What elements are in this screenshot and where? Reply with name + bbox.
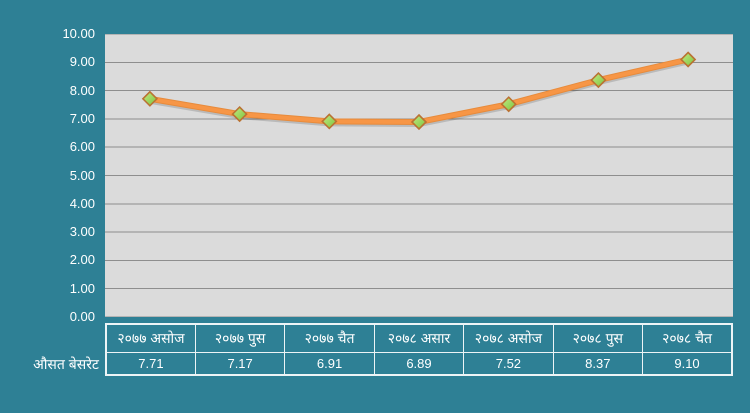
y-axis-tick-label: 2.00 <box>69 252 95 268</box>
plot-area <box>105 34 733 317</box>
table-value-cell: 7.17 <box>194 352 286 376</box>
table-header-cell: २०७८ असोज <box>463 323 554 353</box>
y-axis-tick-label: 9.00 <box>69 54 95 70</box>
table-header-row: २०७७ असोज २०७७ पुस २०७७ चैत २०७८ असार २०७८ अ… <box>105 323 733 353</box>
table-header-cell: २०७८ चैत <box>642 323 733 353</box>
y-axis-tick-label: 5.00 <box>69 167 95 183</box>
y-axis: 0.00 1.00 2.00 3.00 4.00 5.00 6.00 7.00 8.00 9.00… <box>0 0 100 340</box>
data-table-zone: २०७७ असोज २०७७ पुस २०७७ चैत २०७८ असार २०७८ अ… <box>105 323 733 376</box>
table-value-cell: 8.37 <box>552 352 644 376</box>
y-axis-tick-label: 4.00 <box>69 195 95 211</box>
y-axis-tick-label: 3.00 <box>69 224 95 240</box>
y-axis-tick-label: 0.00 <box>69 309 95 324</box>
table-header-cell: २०७७ चैत <box>284 323 375 353</box>
y-axis-tick-label: 10.00 <box>62 26 95 41</box>
data-table: २०७७ असोज २०७७ पुस २०७७ चैत २०७८ असार २०७८ अ… <box>105 323 733 376</box>
line-chart-svg <box>105 34 733 317</box>
table-value-cell: 6.89 <box>373 352 465 376</box>
data-point-marker <box>590 71 607 89</box>
y-axis-tick-label: 1.00 <box>69 280 95 296</box>
y-axis-tick-label: 6.00 <box>69 139 95 155</box>
data-point-marker <box>321 113 338 130</box>
table-value-cell: 6.91 <box>284 352 375 376</box>
y-axis-tick-label: 7.00 <box>69 110 95 126</box>
table-value-cell: 9.10 <box>642 352 733 376</box>
data-point-marker <box>679 51 697 68</box>
table-header-cell: २०७७ पुस <box>194 323 286 353</box>
series-row-label: औसत बेसरेट <box>33 356 99 372</box>
table-value-row: 7.71 7.17 6.91 6.89 7.52 8.37 9.10 <box>105 352 733 376</box>
data-point-marker <box>500 96 517 113</box>
table-value-cell: 7.71 <box>105 352 196 376</box>
table-header-cell: २०७८ पुस <box>552 323 644 353</box>
table-header-cell: २०७८ असार <box>373 323 465 353</box>
table-header-cell: २०७७ असोज <box>105 323 196 353</box>
data-point-marker <box>410 113 428 131</box>
data-point-marker <box>231 105 248 123</box>
y-axis-tick-label: 8.00 <box>69 82 95 98</box>
data-point-marker <box>141 90 159 107</box>
table-value-cell: 7.52 <box>463 352 554 376</box>
